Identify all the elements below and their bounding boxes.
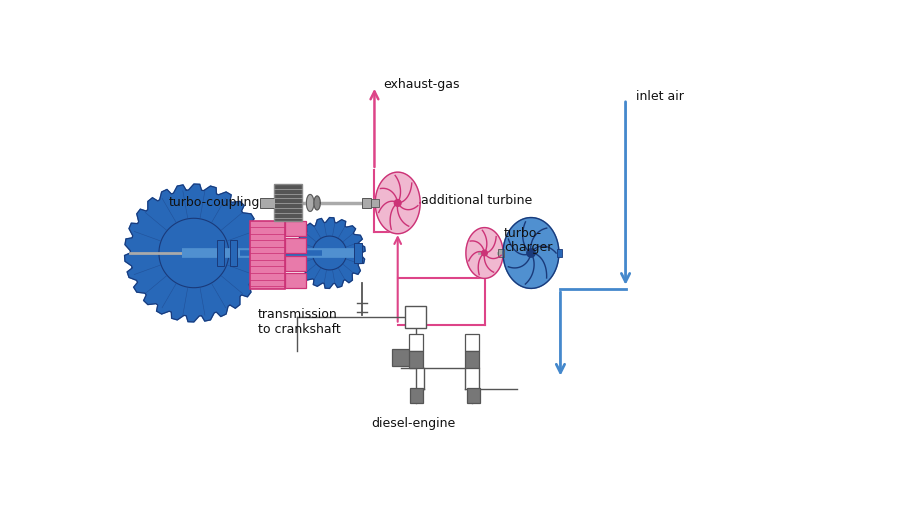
FancyBboxPatch shape [465, 334, 479, 351]
FancyBboxPatch shape [556, 249, 562, 258]
FancyBboxPatch shape [409, 334, 422, 351]
Text: charger: charger [504, 240, 553, 253]
Polygon shape [312, 236, 346, 270]
FancyBboxPatch shape [499, 249, 504, 258]
Text: turbo-coupling: turbo-coupling [168, 195, 260, 209]
FancyBboxPatch shape [284, 274, 306, 288]
Polygon shape [124, 185, 263, 322]
FancyBboxPatch shape [467, 388, 480, 403]
Polygon shape [375, 173, 420, 234]
FancyBboxPatch shape [274, 185, 302, 221]
Polygon shape [159, 219, 229, 288]
Polygon shape [306, 195, 314, 212]
FancyBboxPatch shape [284, 239, 306, 254]
Text: exhaust-gas: exhaust-gas [383, 78, 460, 91]
FancyBboxPatch shape [362, 198, 372, 209]
FancyBboxPatch shape [284, 257, 306, 271]
FancyBboxPatch shape [465, 351, 479, 368]
Polygon shape [314, 196, 320, 211]
Text: transmission: transmission [258, 307, 338, 320]
Text: to crankshaft: to crankshaft [258, 322, 341, 335]
FancyBboxPatch shape [405, 307, 426, 328]
FancyBboxPatch shape [372, 199, 379, 208]
Polygon shape [294, 218, 365, 289]
Polygon shape [482, 250, 487, 256]
FancyBboxPatch shape [260, 198, 275, 209]
FancyBboxPatch shape [392, 349, 410, 367]
FancyBboxPatch shape [250, 222, 284, 289]
Text: inlet air: inlet air [635, 89, 683, 103]
Polygon shape [526, 249, 536, 258]
Text: additional turbine: additional turbine [421, 193, 532, 206]
FancyBboxPatch shape [217, 240, 224, 267]
Text: turbo-: turbo- [504, 226, 542, 239]
FancyBboxPatch shape [410, 388, 423, 403]
Text: diesel-engine: diesel-engine [371, 416, 455, 429]
Polygon shape [466, 228, 503, 279]
FancyBboxPatch shape [230, 240, 238, 267]
Polygon shape [394, 200, 401, 207]
FancyBboxPatch shape [284, 222, 306, 236]
FancyBboxPatch shape [355, 243, 362, 264]
FancyBboxPatch shape [409, 351, 422, 368]
Polygon shape [503, 218, 559, 289]
